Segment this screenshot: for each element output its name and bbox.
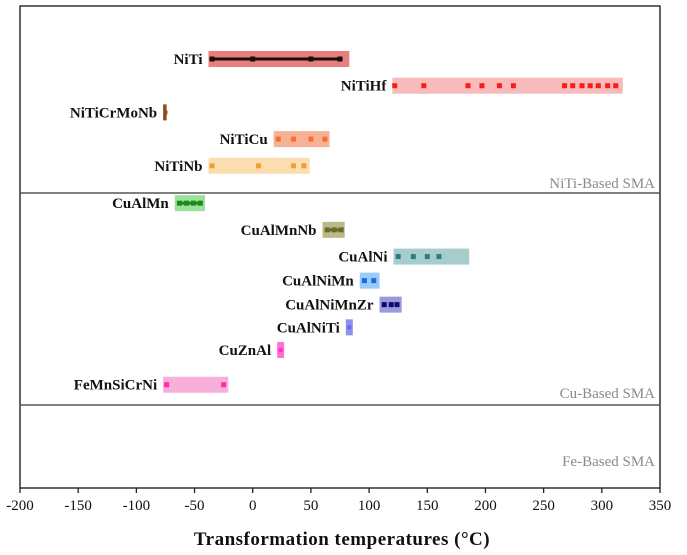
- category-label-nitinb: NiTiNb: [154, 159, 202, 175]
- x-tick-label: 150: [416, 498, 439, 514]
- marker-nitihf-9: [587, 83, 593, 89]
- marker-femnsicrni-1: [221, 382, 227, 388]
- marker-cualni-2: [424, 254, 430, 260]
- x-tick-label: -200: [6, 498, 34, 514]
- x-tick-label: -50: [185, 498, 205, 514]
- marker-cualniti-0: [347, 325, 352, 330]
- plot-frame: [19, 5, 661, 489]
- category-label-niticu: NiTiCu: [220, 132, 268, 148]
- marker-cualmnnb-2: [338, 227, 344, 233]
- panel-label-fe: Fe-Based SMA: [562, 454, 655, 470]
- x-tick-label: 0: [249, 498, 257, 514]
- x-axis-title: Transformation temperatures (°C): [194, 529, 490, 550]
- marker-cuznal-0: [278, 348, 283, 353]
- marker-cualmn-2: [190, 200, 196, 206]
- marker-nitihf-8: [579, 83, 585, 89]
- category-label-femnsicrni: FeMnSiCrNi: [74, 378, 157, 394]
- range-bar-nitihf: [392, 77, 623, 94]
- marker-cualni-1: [410, 254, 416, 260]
- category-label-cualmnnb: CuAlMnNb: [241, 223, 317, 239]
- marker-niticu-1: [290, 136, 296, 142]
- category-label-cualniti: CuAlNiTi: [277, 320, 340, 336]
- marker-niticrmonb-0: [163, 110, 168, 115]
- category-label-cualnimn: CuAlNiMn: [282, 274, 354, 290]
- x-tick-label: 50: [303, 498, 318, 514]
- marker-nitinb-2: [290, 163, 296, 169]
- marker-niti-3: [337, 56, 343, 62]
- x-tick-label: -150: [64, 498, 92, 514]
- x-tick-label: 350: [649, 498, 672, 514]
- x-tick-label: 200: [474, 498, 497, 514]
- category-label-cualnimnzr: CuAlNiMnZr: [285, 298, 374, 314]
- marker-nitihf-5: [510, 83, 516, 89]
- range-bar-femnsicrni: [163, 376, 229, 393]
- marker-cualnimnzr-1: [388, 302, 394, 308]
- category-label-cuznal: CuZnAl: [219, 343, 272, 359]
- x-tick-label: 250: [532, 498, 555, 514]
- marker-niti-2: [308, 56, 314, 62]
- marker-nitihf-3: [479, 83, 485, 89]
- x-axis-ticks: -200 -150 -100 -50 0 50 100 150 200 250 300 350: [6, 488, 671, 514]
- category-label-niti: NiTi: [174, 52, 203, 68]
- marker-cualni-0: [395, 254, 401, 260]
- marker-nitihf-1: [421, 83, 427, 89]
- marker-cualmn-0: [176, 200, 182, 206]
- category-label-niticrmonb: NiTiCrMoNb: [70, 105, 157, 121]
- marker-nitinb-0: [209, 163, 215, 169]
- marker-cualnimnzr-2: [394, 302, 400, 308]
- marker-cualnimn-0: [361, 278, 367, 284]
- range-bar-cualnimn: [359, 272, 380, 289]
- panel-label-niti: NiTi-Based SMA: [549, 176, 655, 192]
- category-label-cualni: CuAlNi: [338, 250, 387, 266]
- category-labels: NiTi NiTiHf NiTiCrMoNb NiTiCu NiTiNb CuAlMn Cu…: [70, 52, 388, 394]
- marker-nitinb-3: [301, 163, 307, 169]
- marker-niti-1: [250, 56, 256, 62]
- marker-cualmnnb-1: [331, 227, 337, 233]
- x-tick-label: 100: [358, 498, 381, 514]
- panel-label-cu: Cu-Based SMA: [560, 386, 656, 402]
- marker-nitihf-6: [562, 83, 568, 89]
- marker-femnsicrni-0: [164, 382, 170, 388]
- category-label-cualmn: CuAlMn: [112, 196, 169, 212]
- marker-niticu-3: [322, 136, 328, 142]
- range-bar-niticu: [273, 131, 330, 148]
- range-bars: [163, 51, 623, 393]
- marker-nitihf-4: [496, 83, 502, 89]
- marker-cualni-3: [436, 254, 442, 260]
- marker-nitinb-1: [256, 163, 262, 169]
- category-label-nitihf: NiTiHf: [341, 79, 388, 95]
- marker-cualmnnb-0: [324, 227, 330, 233]
- x-tick-label: -100: [123, 498, 151, 514]
- marker-cualmn-3: [197, 200, 203, 206]
- marker-nitihf-2: [465, 83, 471, 89]
- marker-niticu-0: [275, 136, 281, 142]
- marker-nitihf-0: [392, 83, 398, 89]
- marker-niti-0: [209, 56, 215, 62]
- marker-niticu-2: [308, 136, 314, 142]
- marker-cualmn-1: [183, 200, 189, 206]
- marker-nitihf-7: [570, 83, 576, 89]
- marker-cualnimn-1: [371, 278, 377, 284]
- range-bar-cualni: [393, 248, 470, 265]
- marker-nitihf-12: [613, 83, 619, 89]
- marker-nitihf-11: [605, 83, 611, 89]
- x-tick-label: 300: [591, 498, 614, 514]
- marker-nitihf-10: [595, 83, 601, 89]
- marker-cualnimnzr-0: [381, 302, 387, 308]
